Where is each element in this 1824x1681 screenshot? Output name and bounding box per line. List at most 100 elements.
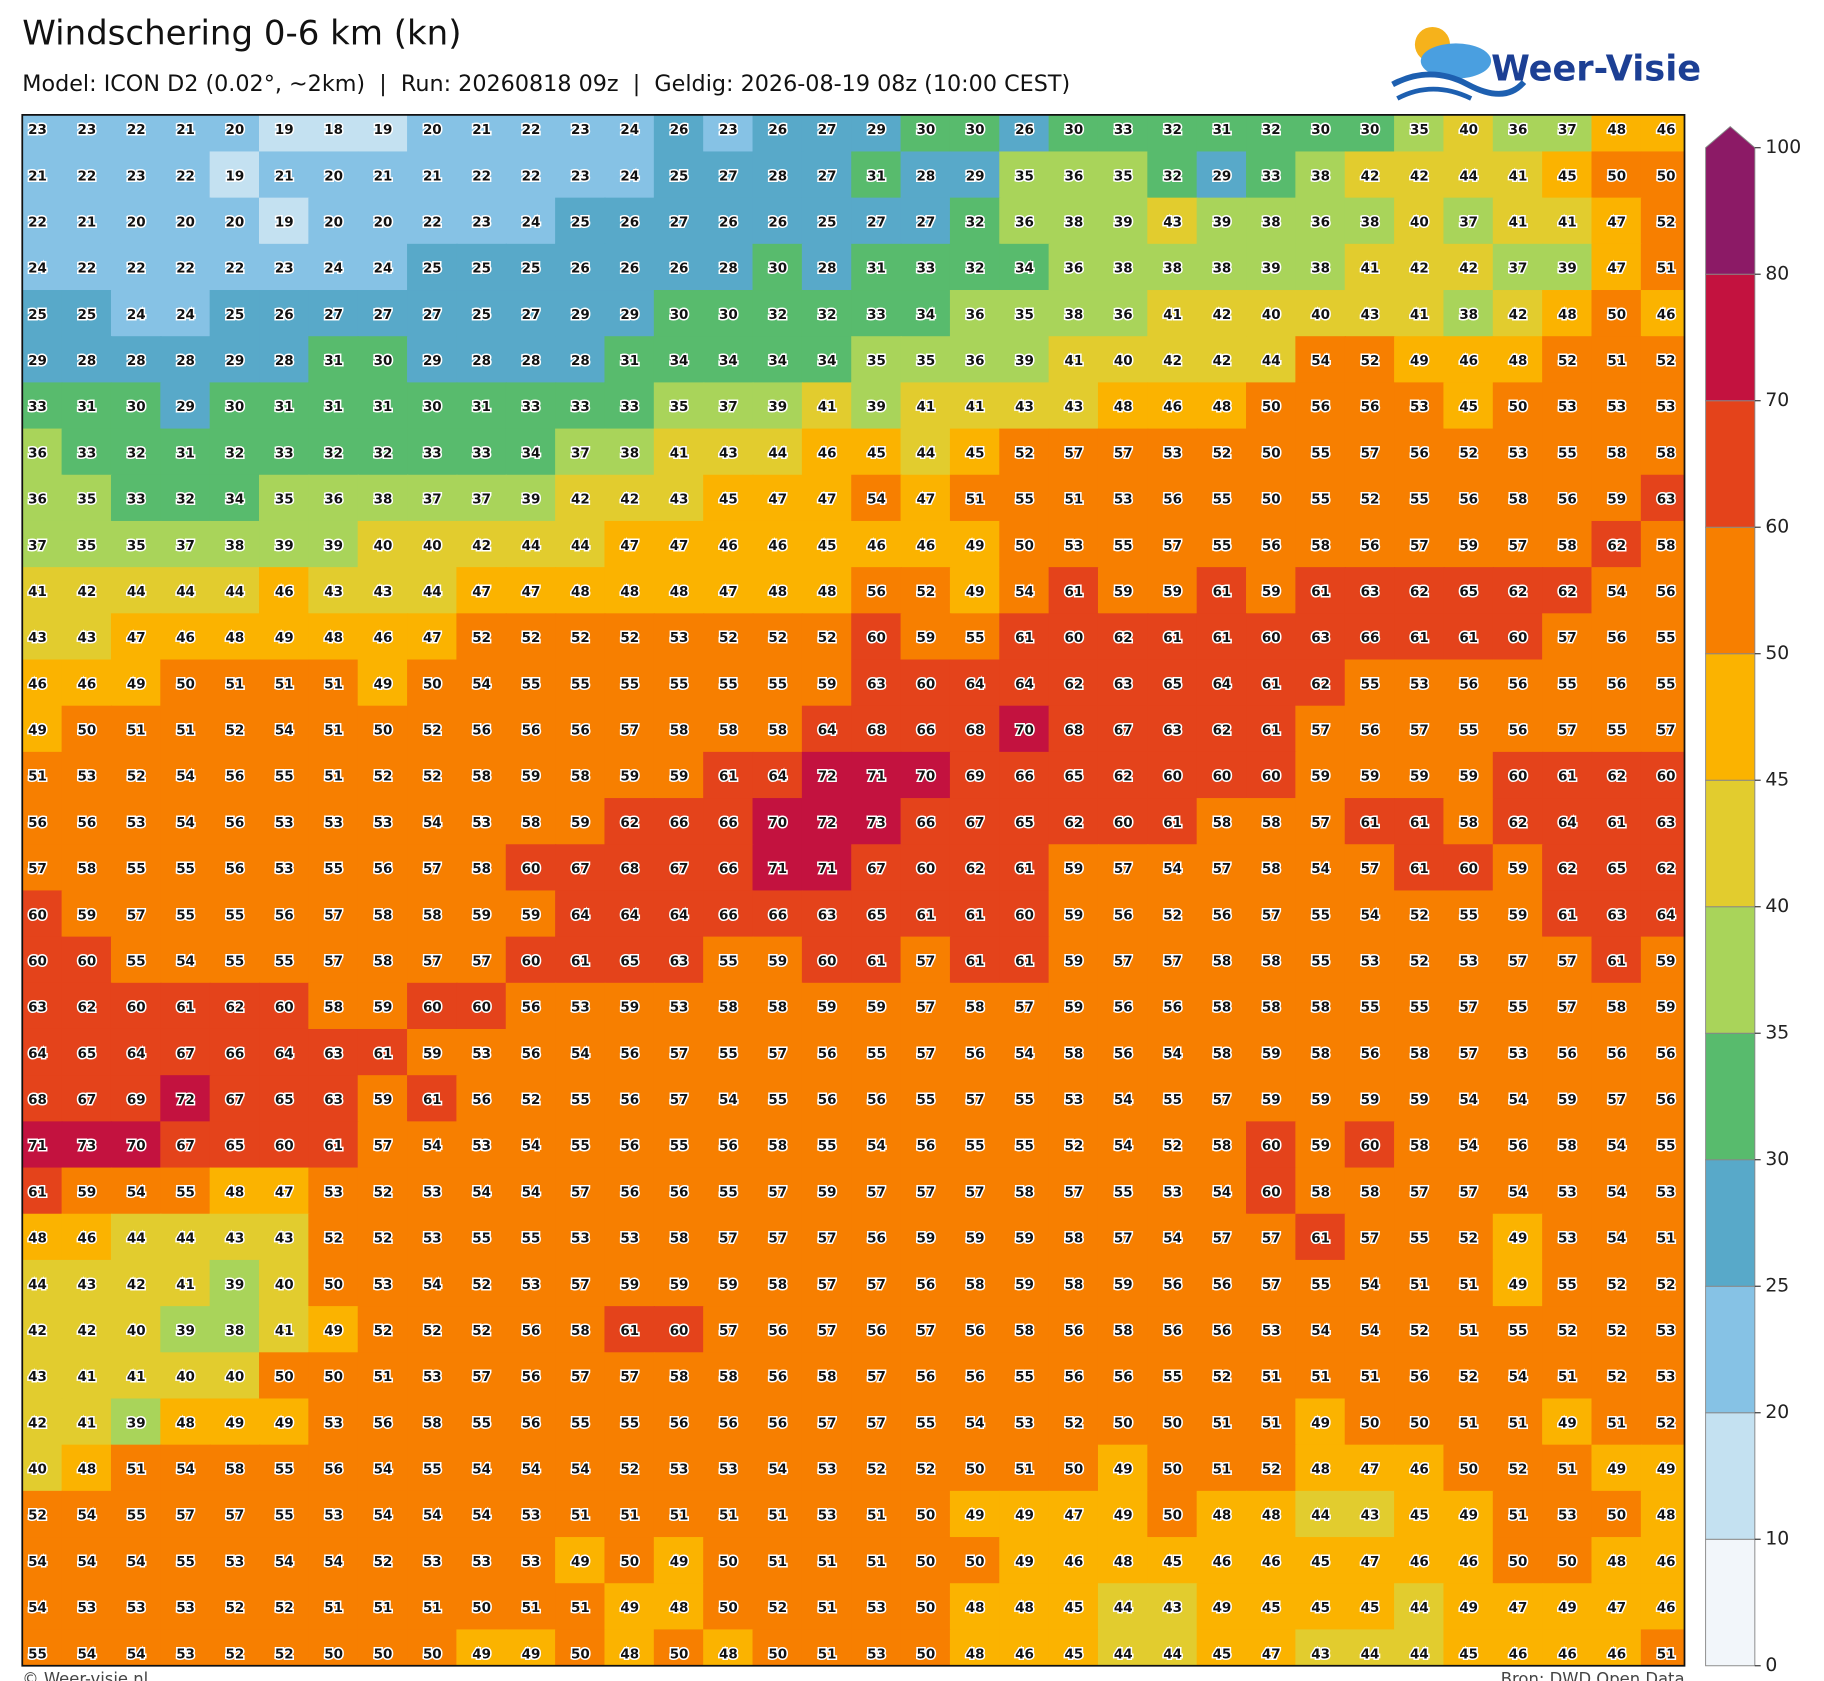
grid-value: 64 <box>1213 676 1232 692</box>
field-cell <box>1443 243 1494 292</box>
grid-value: 38 <box>1114 261 1133 277</box>
grid-value: 22 <box>176 261 195 277</box>
colorbar-label: 80 <box>1765 264 1789 285</box>
field-cell <box>1295 428 1346 476</box>
grid-value: 30 <box>226 399 245 415</box>
grid-value: 25 <box>472 261 491 277</box>
field-cell <box>456 798 507 846</box>
grid-value: 59 <box>1509 907 1528 923</box>
field-cell <box>1344 613 1396 661</box>
field-cell <box>1394 114 1445 153</box>
field-cell <box>851 659 902 707</box>
field-cell <box>407 336 458 384</box>
grid-value: 56 <box>768 1369 787 1385</box>
grid-value: 56 <box>1163 1000 1182 1016</box>
grid-value: 52 <box>1361 353 1380 369</box>
grid-value: 60 <box>1459 861 1478 877</box>
grid-value: 55 <box>867 1046 886 1062</box>
grid-value: 50 <box>670 1646 689 1662</box>
grid-value: 62 <box>620 815 639 831</box>
grid-value: 58 <box>768 1138 787 1154</box>
field-cell <box>505 382 557 430</box>
grid-value: 53 <box>522 1554 541 1570</box>
grid-value: 44 <box>176 1231 195 1247</box>
field-cell <box>653 567 705 615</box>
grid-value: 57 <box>374 1138 393 1154</box>
grid-value: 65 <box>1065 769 1084 785</box>
grid-value: 58 <box>1262 861 1281 877</box>
field-cell <box>61 798 113 846</box>
grid-value: 53 <box>1262 1323 1281 1339</box>
grid-value: 44 <box>1459 168 1478 184</box>
field-cell <box>456 290 507 338</box>
grid-value: 46 <box>1410 1554 1429 1570</box>
grid-value: 51 <box>324 1600 343 1616</box>
grid-value: 54 <box>176 953 195 969</box>
field-cell <box>308 243 359 292</box>
field-cell <box>160 151 211 199</box>
grid-value: 40 <box>1410 214 1429 230</box>
grid-value: 58 <box>1311 538 1330 554</box>
grid-value: 31 <box>324 399 343 415</box>
grid-value: 51 <box>1361 1369 1380 1385</box>
field-cell <box>801 243 853 292</box>
grid-value: 54 <box>1311 1323 1330 1339</box>
grid-value: 59 <box>1459 538 1478 554</box>
grid-value: 55 <box>1015 492 1034 508</box>
grid-value: 65 <box>77 1046 96 1062</box>
colorbar-segment <box>1705 1412 1756 1540</box>
grid-value: 40 <box>28 1462 47 1478</box>
grid-value: 47 <box>719 584 738 600</box>
field-cell <box>1640 336 1685 384</box>
field-cell <box>407 567 458 615</box>
field-cell <box>801 382 853 430</box>
grid-value: 46 <box>77 1231 96 1247</box>
grid-value: 43 <box>77 1277 96 1293</box>
grid-value: 57 <box>1163 538 1182 554</box>
field-cell <box>1295 197 1346 246</box>
grid-value: 72 <box>818 769 837 785</box>
field-cell <box>1246 567 1297 615</box>
grid-value: 33 <box>472 445 491 461</box>
grid-value: 54 <box>1509 1369 1528 1385</box>
colorbar-segment <box>1705 653 1756 781</box>
grid-value: 22 <box>127 122 146 138</box>
grid-value: 58 <box>1114 1323 1133 1339</box>
field-cell <box>1048 243 1100 292</box>
grid-value: 58 <box>1657 538 1676 554</box>
field-cell <box>209 567 261 615</box>
field-cell <box>407 197 458 246</box>
grid-value: 62 <box>1065 815 1084 831</box>
grid-value: 46 <box>77 676 96 692</box>
grid-value: 58 <box>1459 815 1478 831</box>
grid-value: 60 <box>28 953 47 969</box>
field-cell <box>801 474 853 523</box>
field-cell <box>110 844 162 892</box>
field-cell <box>555 844 606 892</box>
grid-value: 56 <box>1163 1323 1182 1339</box>
grid-value: 60 <box>1657 769 1676 785</box>
field-cell <box>1147 659 1198 707</box>
field-cell <box>1640 567 1685 615</box>
field-cell <box>653 659 705 707</box>
field-cell <box>1295 382 1346 430</box>
grid-value: 63 <box>1607 907 1626 923</box>
field-cell <box>1443 428 1494 476</box>
grid-value: 53 <box>1607 399 1626 415</box>
colorbar-label: 0 <box>1765 1655 1777 1676</box>
grid-value: 56 <box>867 1092 886 1108</box>
field-cell <box>1048 844 1100 892</box>
grid-value: 62 <box>77 1000 96 1016</box>
grid-value: 63 <box>1657 815 1676 831</box>
field-cell <box>1542 798 1593 846</box>
grid-value: 30 <box>719 307 738 323</box>
grid-value: 49 <box>966 1508 985 1524</box>
grid-value: 47 <box>522 584 541 600</box>
field-cell <box>1542 382 1593 430</box>
field-cell <box>949 197 1001 246</box>
grid-value: 33 <box>423 445 442 461</box>
field-cell <box>949 290 1001 338</box>
field-cell <box>1246 705 1297 754</box>
grid-value: 51 <box>127 723 146 739</box>
colorbar-segment <box>1705 400 1756 528</box>
